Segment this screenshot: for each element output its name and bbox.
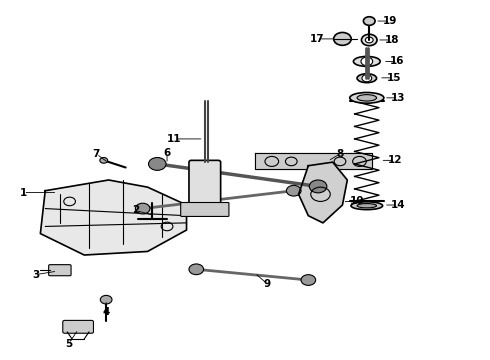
Circle shape — [334, 32, 351, 45]
Polygon shape — [255, 153, 372, 169]
Text: 2: 2 — [132, 205, 139, 215]
Circle shape — [287, 185, 301, 196]
FancyBboxPatch shape — [49, 265, 71, 276]
Circle shape — [362, 75, 372, 82]
Ellipse shape — [351, 202, 383, 210]
Text: 8: 8 — [336, 149, 343, 159]
Text: 13: 13 — [391, 93, 406, 103]
Polygon shape — [298, 162, 347, 223]
Polygon shape — [40, 180, 187, 255]
Text: 3: 3 — [32, 270, 39, 280]
Text: 14: 14 — [391, 200, 406, 210]
Circle shape — [309, 180, 327, 193]
Ellipse shape — [350, 93, 384, 103]
Ellipse shape — [357, 95, 376, 101]
Text: 18: 18 — [384, 35, 399, 45]
Circle shape — [366, 37, 373, 43]
Circle shape — [148, 157, 166, 170]
Text: 9: 9 — [263, 279, 270, 289]
Text: 7: 7 — [93, 149, 100, 159]
Ellipse shape — [353, 57, 380, 66]
Circle shape — [100, 296, 112, 304]
Circle shape — [135, 203, 150, 214]
Text: 17: 17 — [310, 34, 324, 44]
Text: 11: 11 — [167, 134, 182, 144]
Text: 6: 6 — [164, 148, 171, 158]
FancyBboxPatch shape — [181, 203, 229, 216]
Circle shape — [364, 17, 375, 25]
Circle shape — [361, 57, 373, 66]
Text: 19: 19 — [383, 16, 397, 26]
Text: 5: 5 — [65, 339, 72, 348]
Text: 16: 16 — [390, 57, 405, 66]
Ellipse shape — [357, 203, 376, 208]
Text: 10: 10 — [350, 197, 364, 206]
FancyBboxPatch shape — [189, 160, 220, 207]
Circle shape — [189, 264, 203, 275]
Text: 1: 1 — [20, 188, 27, 198]
Circle shape — [100, 157, 108, 163]
Text: 15: 15 — [386, 73, 401, 83]
Ellipse shape — [357, 74, 376, 83]
Text: 4: 4 — [102, 307, 110, 317]
Circle shape — [362, 34, 377, 46]
Text: 12: 12 — [388, 156, 402, 165]
Circle shape — [301, 275, 316, 285]
FancyBboxPatch shape — [63, 320, 94, 333]
